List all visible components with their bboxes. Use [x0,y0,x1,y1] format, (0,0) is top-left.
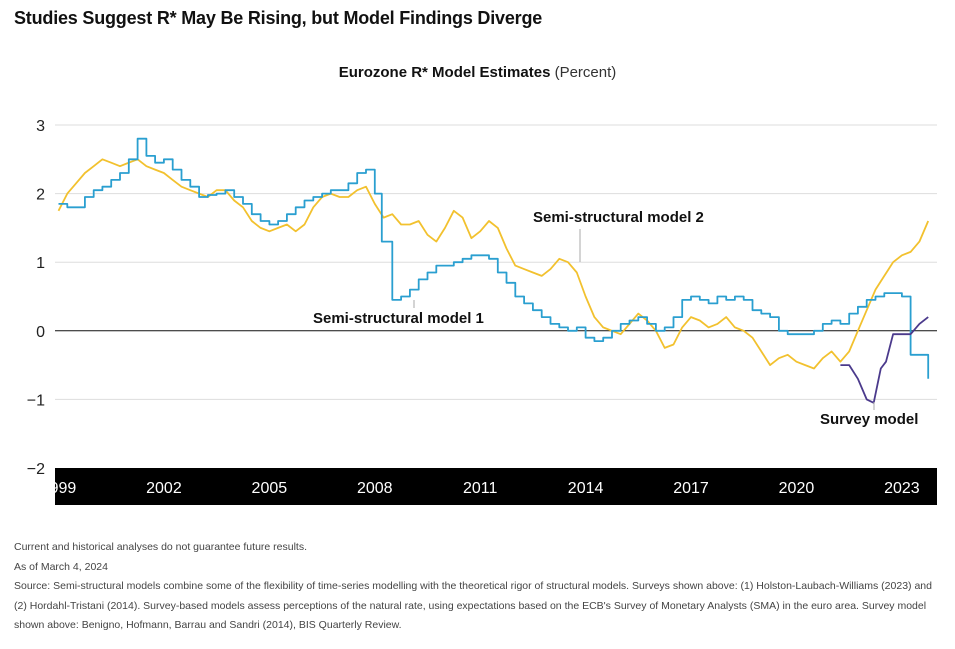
chart-title-text: Eurozone R* Model Estimates [338,64,551,81]
source-note: Source: Semi-structural models combine s… [14,580,932,631]
as-of-date: As of March 4, 2024 [14,560,108,573]
y-tick-label: 1 [36,255,45,272]
y-axis-ticks: 3 2 1 0 −1 −2 [27,118,45,478]
gridlines [55,124,937,400]
y-tick-label: 2 [36,187,45,204]
x-axis-ticks: 1999 2002 2005 2008 2011 2014 2017 2020 2023 [41,480,920,497]
series-line-survey [840,316,929,404]
x-tick-label: 2008 [357,480,393,497]
x-tick-label: 2017 [673,480,709,497]
series-line-model2 [57,158,930,370]
headline: Studies Suggest R* May Be Rising, but Mo… [14,8,543,28]
x-tick-label: 2005 [252,480,288,497]
x-tick-label: 2014 [568,480,604,497]
x-tick-label: 2023 [884,480,920,497]
x-tick-label: 2020 [779,480,815,497]
series-line-model1 [58,137,930,379]
x-tick-label: 1999 [41,480,77,497]
series-group [57,137,930,404]
annotation-model2: Semi-structural model 2 [533,209,704,226]
x-tick-label: 2002 [146,480,182,497]
line-chart: 3 2 1 0 −1 −2 1999 2002 2005 2008 2011 2014 2017 202… [27,118,937,505]
y-tick-label: −1 [27,392,45,409]
chart-title-unit: (Percent) [554,64,617,81]
disclaimer-note: Current and historical analyses do not g… [14,541,308,553]
chart-title: Eurozone R* Model Estimates (Percent) [0,64,955,81]
annotation-model1: Semi-structural model 1 [313,310,484,327]
x-axis-band [55,468,937,505]
y-tick-label: 3 [36,118,45,135]
x-tick-label: 2011 [463,480,498,497]
annotation-survey: Survey model [820,411,918,428]
footnotes: Current and historical analyses do not g… [14,538,944,636]
y-tick-label: −2 [27,461,45,478]
y-tick-label: 0 [36,324,45,341]
